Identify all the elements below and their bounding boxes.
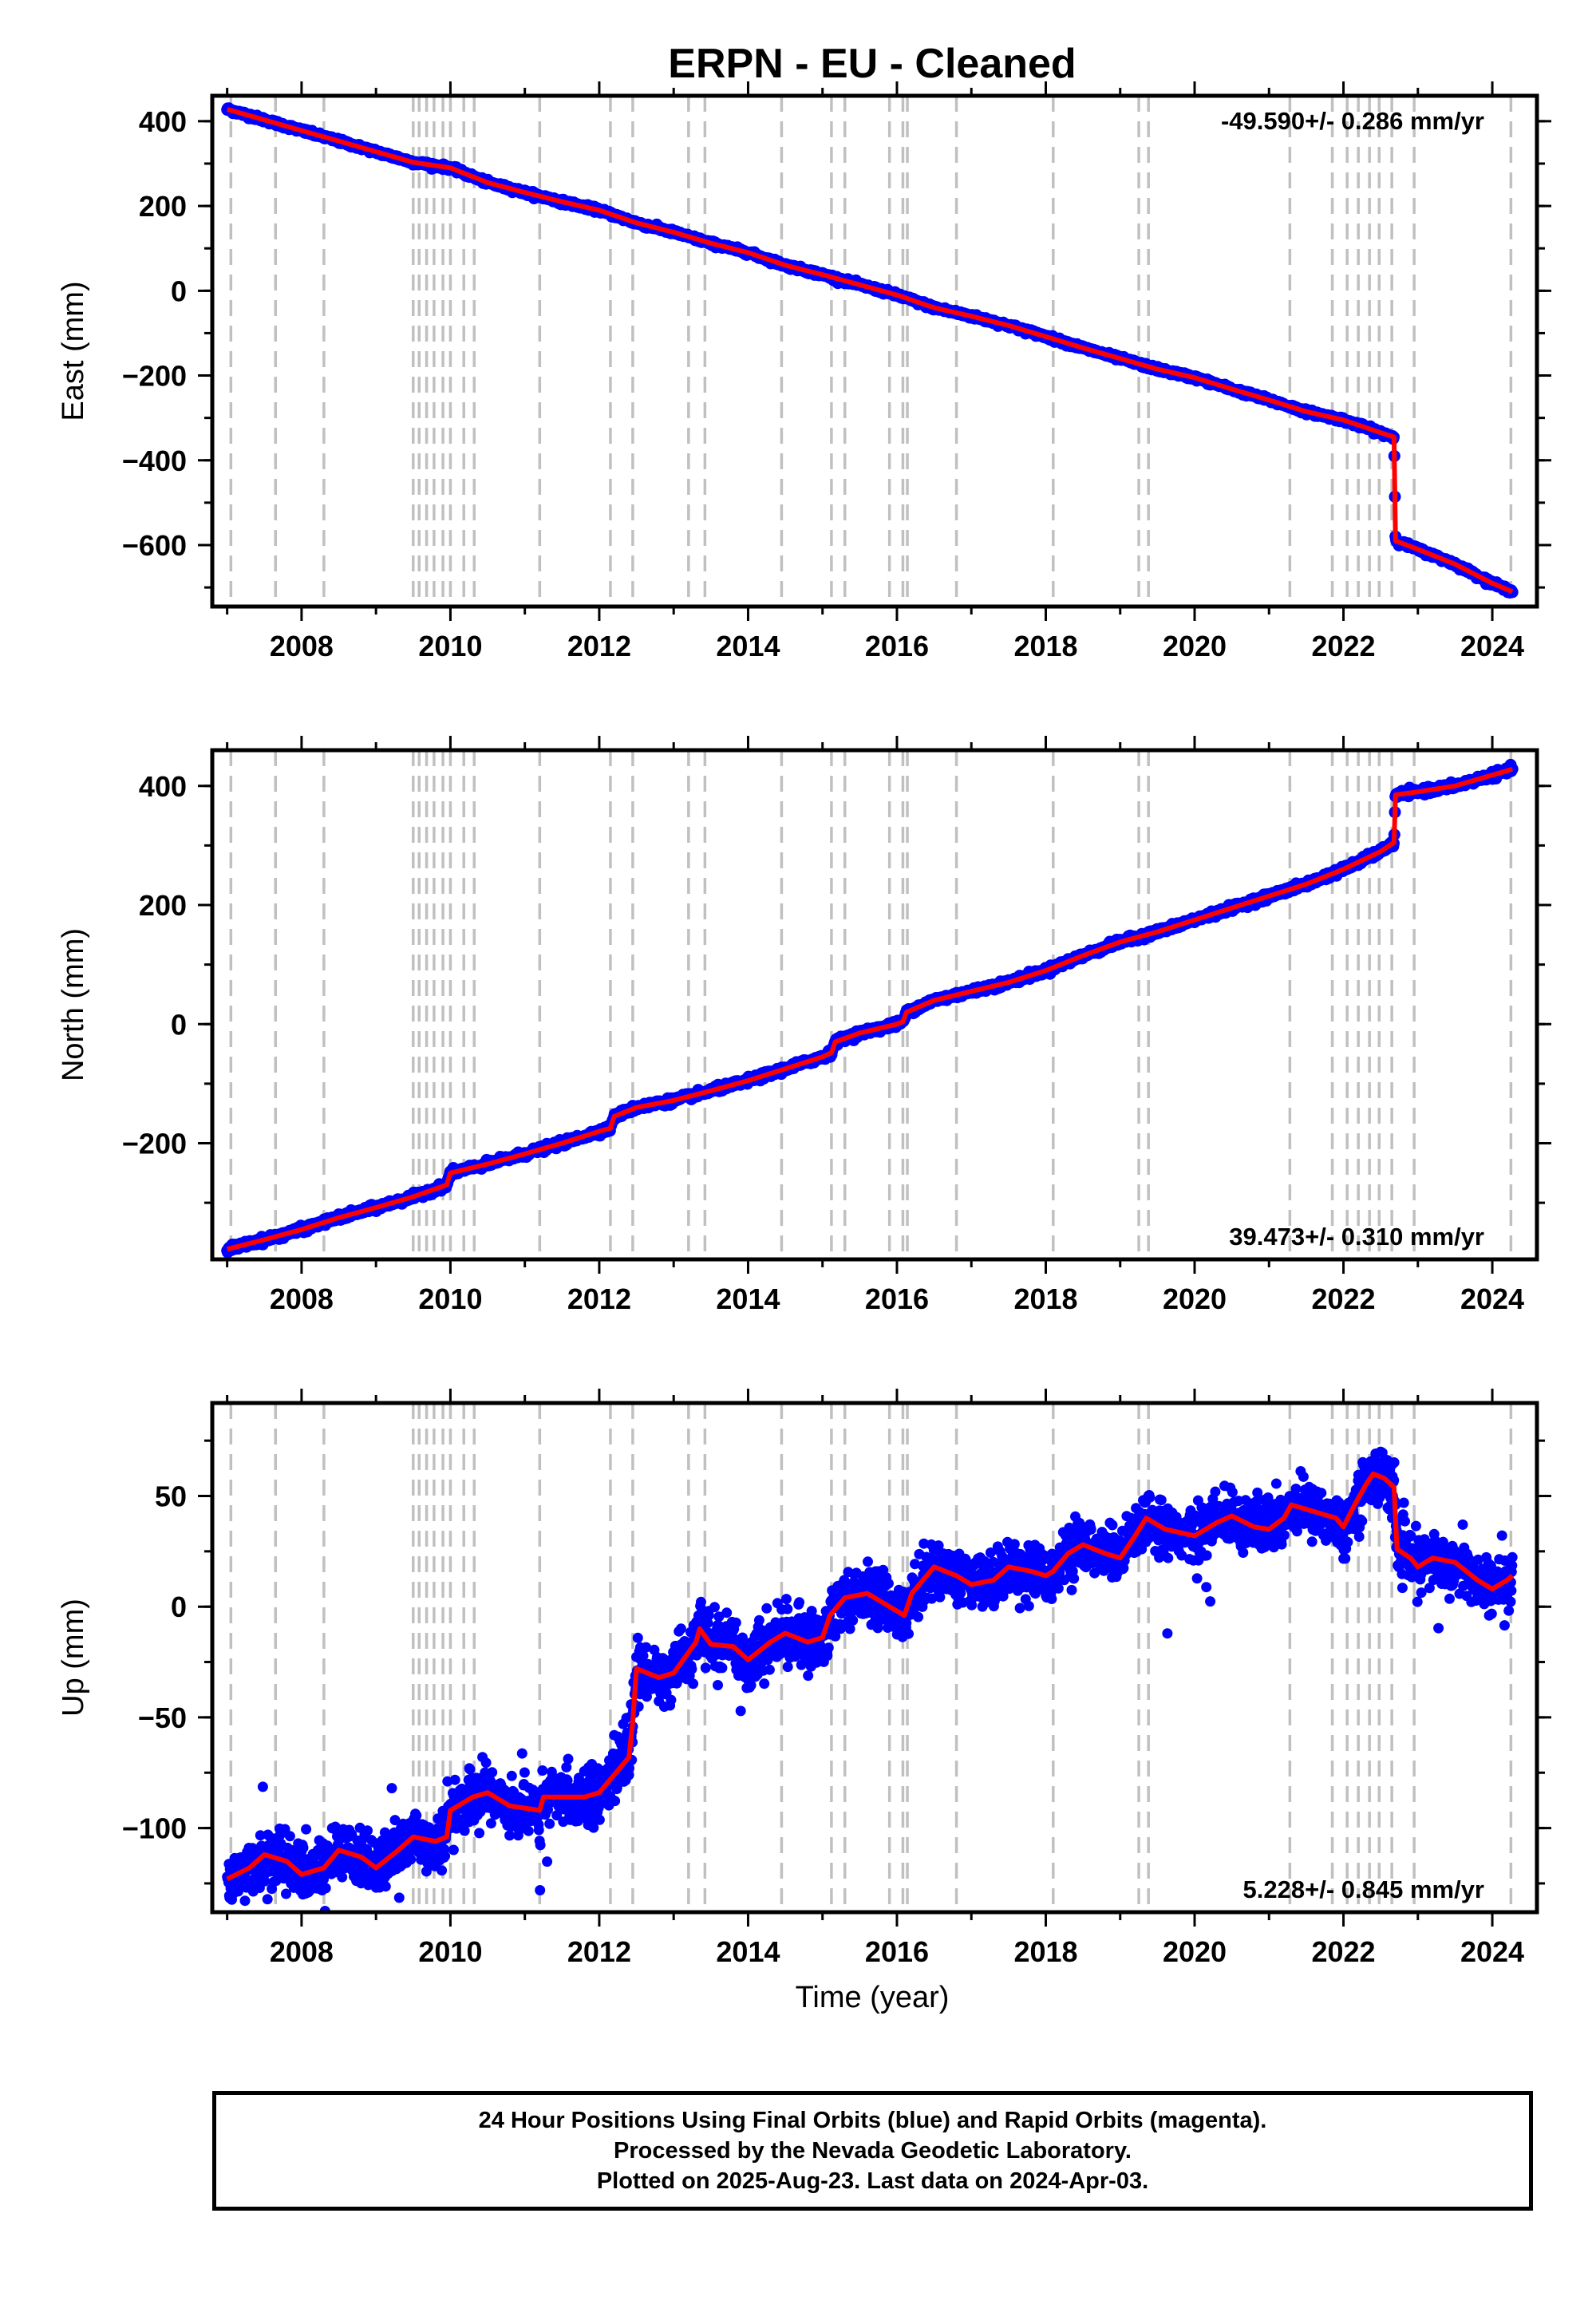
rate-label: -49.590+/- 0.286 mm/yr	[1221, 107, 1484, 135]
y-tick-label: −400	[122, 445, 187, 477]
rate-label: 39.473+/- 0.310 mm/yr	[1229, 1223, 1484, 1251]
y-tick-label: 400	[139, 105, 187, 138]
y-tick-label: 200	[139, 889, 187, 922]
y-tick-label: −200	[122, 360, 187, 393]
plot-area	[221, 96, 1519, 607]
x-tick-label: 2008	[270, 630, 334, 662]
x-tick-label: 2018	[1013, 1282, 1077, 1315]
y-tick-label: −600	[122, 529, 187, 562]
data-point	[318, 1874, 329, 1885]
x-tick-label: 2016	[865, 1282, 929, 1315]
y-tick-label: 400	[139, 770, 187, 803]
x-tick-label: 2024	[1460, 1282, 1524, 1315]
x-tick-label: 2022	[1311, 630, 1375, 662]
x-tick-label: 2020	[1163, 1282, 1227, 1315]
data-point	[255, 1830, 266, 1841]
y-axis-label: East (mm)	[57, 281, 90, 421]
data-point	[257, 1781, 268, 1792]
fit-line	[226, 767, 1514, 1252]
plot-frame	[210, 748, 1539, 1262]
x-tick-label: 2010	[418, 1282, 482, 1315]
data-point	[262, 1894, 273, 1905]
y-tick-label: −200	[122, 1127, 187, 1160]
plot-frame	[210, 93, 1539, 609]
x-tick-label: 2020	[1163, 630, 1227, 662]
data-point	[259, 1875, 271, 1887]
east-panel: 2008 2010 2012 2014 2016 2018 2020 2022 2024 400 2…	[57, 81, 1551, 662]
data-point	[301, 1824, 312, 1835]
x-tick-label: 2008	[270, 1282, 334, 1315]
y-tick-label: 200	[139, 190, 187, 223]
chart-title: ERPN - EU - Cleaned	[668, 41, 1076, 87]
plot-area	[221, 750, 1519, 1259]
x-tick-label: 2016	[865, 630, 929, 662]
y-tick-label: 0	[171, 1008, 187, 1041]
x-tick-label: 2014	[716, 1282, 780, 1315]
x-tick-label: 2010	[418, 630, 482, 662]
data-point	[320, 1883, 331, 1894]
data-point	[284, 1831, 295, 1842]
data-point	[281, 1888, 291, 1899]
x-tick-label: 2012	[567, 1282, 631, 1315]
plot-area	[222, 1403, 1518, 1912]
x-tick-label: 2024	[1460, 630, 1524, 662]
x-tick-label: 2022	[1311, 1282, 1375, 1315]
data-point	[239, 1895, 251, 1907]
x-tick-label: 2018	[1013, 630, 1077, 662]
fit-line	[226, 107, 1514, 595]
x-tick-label: 2012	[567, 630, 631, 662]
y-tick-label: 0	[171, 275, 187, 307]
y-axis-label: North (mm)	[57, 928, 90, 1081]
data-point	[298, 1842, 309, 1853]
up-panel: 2008 2010 2012 2014 2016 2018 2020 2022 2024500−…	[57, 1389, 1551, 1968]
north-panel: 2008 2010 2012 2014 2016 2018 2020 2022 2024 400 2…	[57, 736, 1551, 1315]
x-tick-label: 2014	[716, 630, 780, 662]
